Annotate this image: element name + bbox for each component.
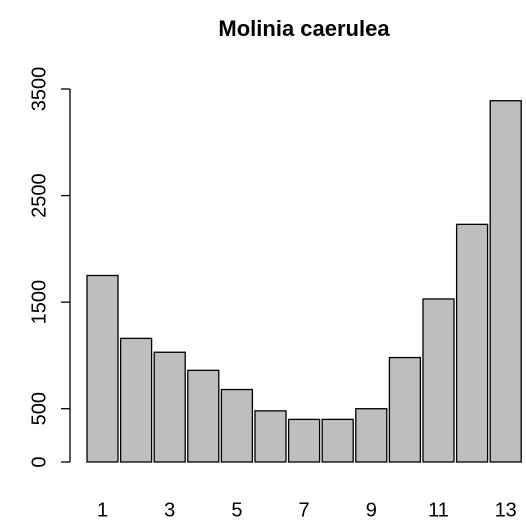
bar [86,274,119,463]
x-tick-label: 1 [97,499,108,521]
x-tick-label: 7 [299,499,310,521]
bar [355,408,388,463]
bar [455,223,489,463]
bar [153,351,186,463]
chart-title: Molinia caerulea [218,16,390,41]
bar [254,410,287,463]
y-tick-label: 500 [28,392,50,425]
y-tick-label: 0 [28,456,50,467]
bar [422,298,455,463]
bar [287,418,321,463]
x-tick-label: 13 [495,499,517,521]
bar [119,337,153,463]
bar [388,356,422,463]
bar [489,100,522,463]
bar [321,418,354,463]
y-tick-label: 1500 [28,280,50,325]
bar [220,388,254,463]
bar [187,369,220,463]
x-tick-label: 11 [428,499,449,521]
y-tick-label: 2500 [28,173,50,218]
x-tick-label: 5 [231,499,242,521]
x-tick-label: 3 [164,499,175,521]
x-tick-label: 9 [366,499,377,521]
y-tick-label: 3500 [28,67,50,112]
